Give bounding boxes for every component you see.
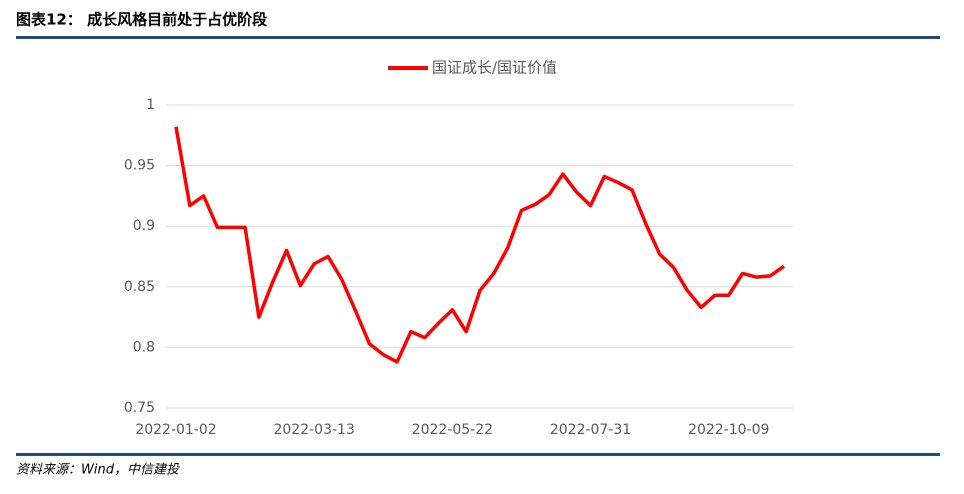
y-tick-label: 0.8 bbox=[133, 339, 155, 355]
x-tick-label: 2022-05-22 bbox=[412, 422, 493, 438]
y-tick-label: 0.75 bbox=[124, 400, 155, 416]
x-tick-label: 2022-07-31 bbox=[550, 422, 631, 438]
source-note: 资料来源：Wind，中信建投 bbox=[16, 463, 180, 478]
y-tick-label: 1 bbox=[146, 97, 155, 113]
x-tick-label: 2022-10-09 bbox=[688, 422, 769, 438]
y-tick-label: 0.95 bbox=[124, 158, 155, 174]
y-tick-label: 0.9 bbox=[133, 218, 155, 234]
x-tick-label: 2022-03-13 bbox=[273, 422, 354, 438]
x-tick-label: 2022-01-02 bbox=[135, 422, 216, 438]
chart-title: 图表12： 成长风格目前处于占优阶段 bbox=[16, 11, 267, 29]
y-tick-label: 0.85 bbox=[124, 279, 155, 295]
header-rule bbox=[16, 36, 940, 39]
legend-label: 国证成长/国证价值 bbox=[432, 59, 557, 77]
footer-rule bbox=[16, 453, 940, 456]
data-line bbox=[174, 126, 786, 364]
